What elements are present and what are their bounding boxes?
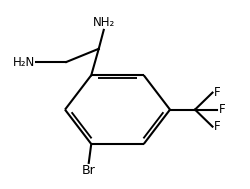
Text: Br: Br <box>82 164 96 177</box>
Text: F: F <box>214 86 220 99</box>
Text: F: F <box>214 120 220 133</box>
Text: F: F <box>219 103 225 116</box>
Text: NH₂: NH₂ <box>93 16 115 29</box>
Text: H₂N: H₂N <box>13 56 35 69</box>
